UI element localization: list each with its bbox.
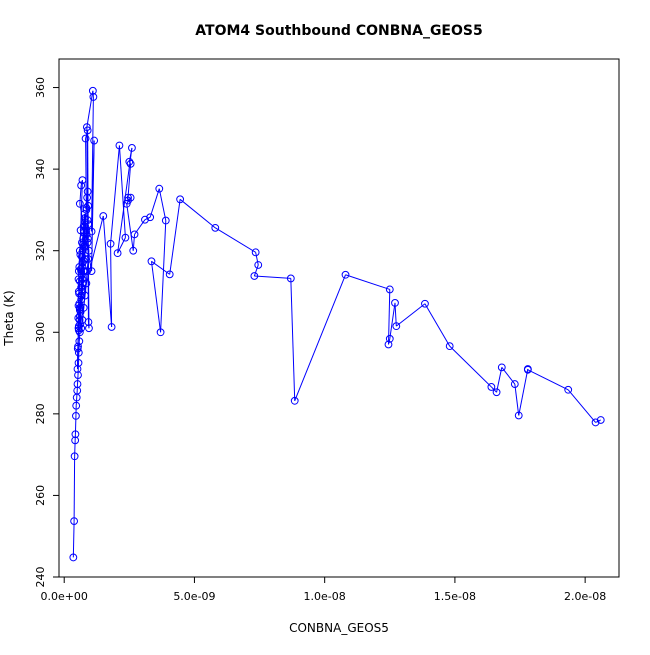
y-tick-label: 340 [34, 159, 47, 180]
series-segment [76, 398, 77, 406]
series-segment [74, 456, 75, 521]
chart-title: ATOM4 Southbound CONBNA_GEOS5 [195, 23, 482, 39]
y-tick-label: 360 [34, 77, 47, 98]
y-tick-label: 240 [34, 567, 47, 588]
y-tick-label: 300 [34, 322, 47, 343]
y-tick-label: 320 [34, 240, 47, 261]
y-tick-label: 260 [34, 485, 47, 506]
x-axis-label: CONBNA_GEOS5 [289, 621, 389, 635]
y-tick-label: 280 [34, 403, 47, 424]
y-axis-label: Theta (K) [2, 290, 16, 346]
x-tick-label: 1.0e-08 [304, 590, 346, 603]
x-tick-label: 5.0e-09 [173, 590, 215, 603]
x-tick-label: 0.0e+00 [40, 590, 87, 603]
x-tick-label: 1.5e-08 [434, 590, 476, 603]
series-segment [75, 440, 76, 456]
x-tick-label: 2.0e-08 [564, 590, 606, 603]
series-segment [77, 375, 78, 384]
series-segment [75, 416, 76, 434]
